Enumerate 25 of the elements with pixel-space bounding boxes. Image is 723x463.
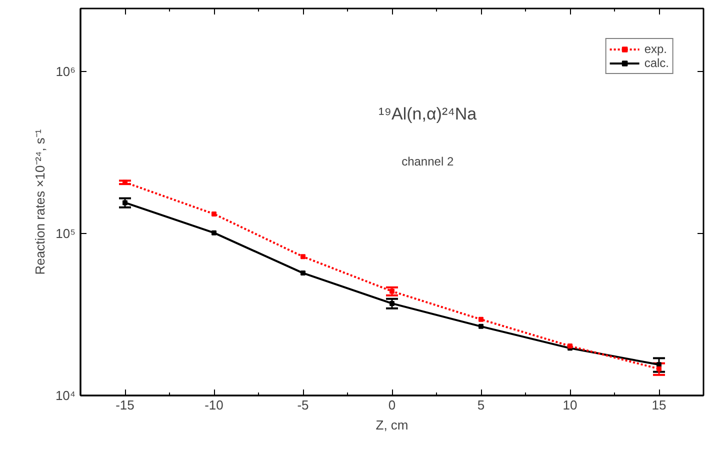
y-tick-label: 10⁶: [56, 64, 76, 80]
x-axis-title: Z, cm: [376, 418, 408, 432]
point: [300, 254, 306, 260]
x-tick-label: 5: [477, 398, 485, 412]
x-tick-label: 10: [562, 398, 578, 412]
legend-label: calc.: [644, 56, 669, 70]
point: [300, 270, 306, 276]
x-tick-label: -10: [204, 398, 224, 412]
y-tick-label: 10⁵: [56, 226, 76, 242]
point: [656, 366, 662, 372]
x-tick-label: 0: [388, 398, 396, 412]
point: [390, 300, 394, 306]
annotation: channel 2: [402, 154, 454, 168]
x-tick-label: -5: [297, 398, 309, 412]
x-tick-label: 15: [652, 398, 666, 412]
x-tick-label: -15: [116, 398, 134, 412]
legend-label: exp.: [644, 42, 667, 56]
point: [212, 211, 216, 216]
y-axis-title: Reaction rates ×10⁻²⁴, s⁻¹: [32, 128, 48, 275]
point: [478, 316, 484, 322]
point: [478, 324, 484, 329]
annotation: ¹⁹Al(n,α)²⁴Na: [378, 104, 478, 124]
point: [212, 230, 216, 236]
y-tick-label: 10⁴: [55, 388, 76, 403]
point: [656, 362, 662, 368]
